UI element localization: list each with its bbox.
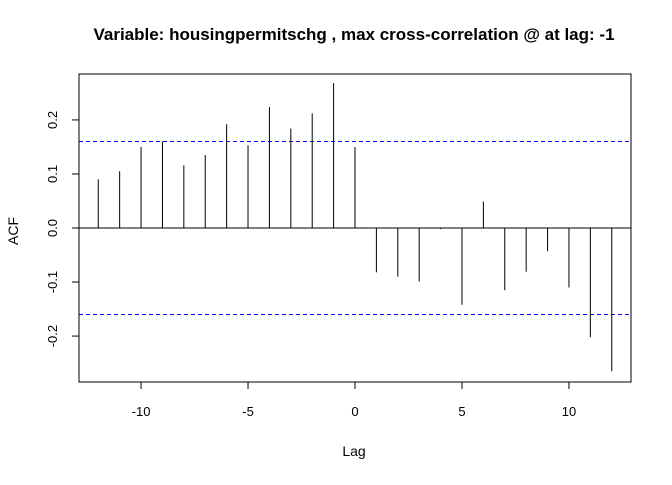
plot-area: -10 -5 0 5 10 -0.2 -0.1 0.0 0.1 0.2 bbox=[45, 73, 632, 419]
x-tick-label: 0 bbox=[351, 404, 358, 419]
y-tick-label: 0.0 bbox=[45, 219, 60, 237]
x-tick-label: 5 bbox=[458, 404, 465, 419]
x-axis-title: Lag bbox=[342, 443, 365, 459]
y-axis-title: ACF bbox=[5, 217, 21, 245]
y-tick-label: 0.1 bbox=[45, 165, 60, 183]
y-tick-label: -0.1 bbox=[45, 271, 60, 293]
y-tick-label: 0.2 bbox=[45, 111, 60, 129]
chart-title: Variable: housingpermitschg , max cross-… bbox=[93, 25, 614, 44]
y-tick-label: -0.2 bbox=[45, 325, 60, 347]
x-tick-label: -10 bbox=[132, 404, 151, 419]
x-tick-label: 10 bbox=[562, 404, 576, 419]
x-tick-label: -5 bbox=[242, 404, 254, 419]
